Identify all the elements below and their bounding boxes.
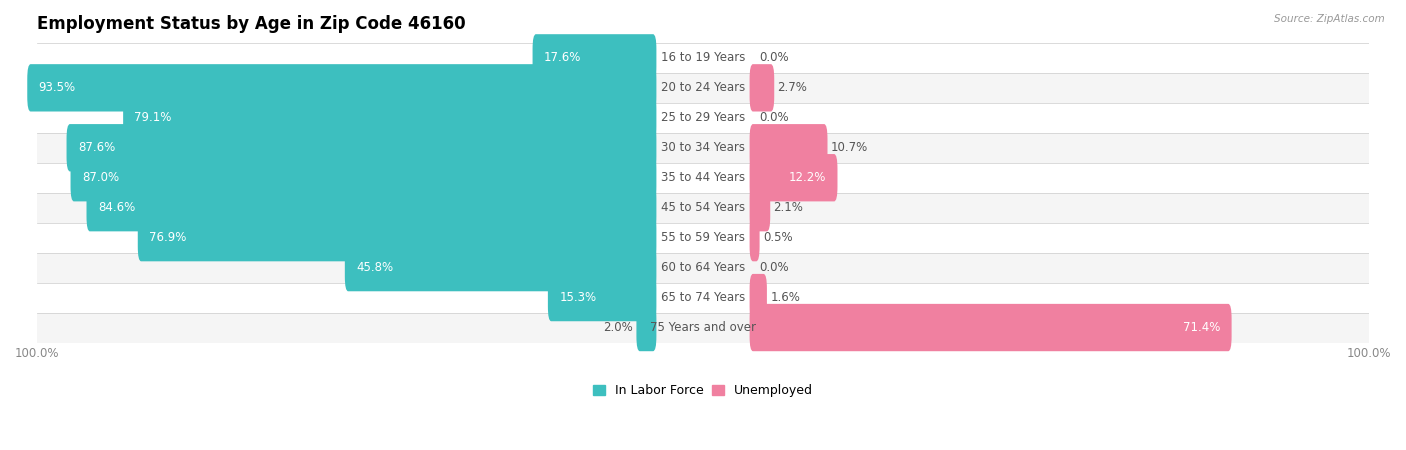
Text: 12.2%: 12.2%	[789, 171, 827, 184]
Text: 84.6%: 84.6%	[98, 201, 135, 214]
Text: 30 to 34 Years: 30 to 34 Years	[661, 141, 745, 154]
Bar	[37, 193, 1369, 223]
Bar	[37, 43, 1369, 73]
Bar	[37, 252, 1369, 283]
FancyBboxPatch shape	[124, 94, 657, 141]
Text: Source: ZipAtlas.com: Source: ZipAtlas.com	[1274, 14, 1385, 23]
FancyBboxPatch shape	[87, 184, 657, 231]
Text: 0.0%: 0.0%	[759, 111, 789, 124]
Bar	[37, 163, 1369, 193]
FancyBboxPatch shape	[749, 214, 759, 261]
FancyBboxPatch shape	[749, 154, 838, 202]
Text: 0.0%: 0.0%	[759, 261, 789, 274]
Text: 75 Years and over: 75 Years and over	[650, 321, 756, 334]
Text: 2.1%: 2.1%	[773, 201, 803, 214]
FancyBboxPatch shape	[749, 304, 1232, 351]
Text: 87.0%: 87.0%	[82, 171, 120, 184]
Text: 1.6%: 1.6%	[770, 291, 800, 304]
FancyBboxPatch shape	[749, 274, 766, 321]
Legend: In Labor Force, Unemployed: In Labor Force, Unemployed	[588, 379, 818, 402]
Text: 87.6%: 87.6%	[77, 141, 115, 154]
FancyBboxPatch shape	[548, 274, 657, 321]
Text: 65 to 74 Years: 65 to 74 Years	[661, 291, 745, 304]
FancyBboxPatch shape	[344, 244, 657, 291]
Text: 20 to 24 Years: 20 to 24 Years	[661, 81, 745, 94]
Text: 17.6%: 17.6%	[544, 51, 581, 64]
FancyBboxPatch shape	[70, 154, 657, 202]
FancyBboxPatch shape	[637, 304, 657, 351]
Text: 16 to 19 Years: 16 to 19 Years	[661, 51, 745, 64]
Text: 55 to 59 Years: 55 to 59 Years	[661, 231, 745, 244]
Text: 2.0%: 2.0%	[603, 321, 633, 334]
FancyBboxPatch shape	[66, 124, 657, 171]
Text: 25 to 29 Years: 25 to 29 Years	[661, 111, 745, 124]
Text: 15.3%: 15.3%	[560, 291, 596, 304]
FancyBboxPatch shape	[749, 184, 770, 231]
Bar	[37, 73, 1369, 103]
Text: 45 to 54 Years: 45 to 54 Years	[661, 201, 745, 214]
FancyBboxPatch shape	[749, 124, 828, 171]
Bar	[37, 283, 1369, 313]
Text: 35 to 44 Years: 35 to 44 Years	[661, 171, 745, 184]
Bar	[37, 223, 1369, 252]
FancyBboxPatch shape	[27, 64, 657, 112]
Text: 71.4%: 71.4%	[1182, 321, 1220, 334]
Text: 60 to 64 Years: 60 to 64 Years	[661, 261, 745, 274]
Bar	[37, 103, 1369, 133]
Text: Employment Status by Age in Zip Code 46160: Employment Status by Age in Zip Code 461…	[37, 15, 465, 33]
Text: 93.5%: 93.5%	[38, 81, 76, 94]
Text: 2.7%: 2.7%	[778, 81, 807, 94]
Text: 76.9%: 76.9%	[149, 231, 187, 244]
FancyBboxPatch shape	[749, 64, 775, 112]
FancyBboxPatch shape	[138, 214, 657, 261]
Text: 10.7%: 10.7%	[831, 141, 868, 154]
Text: 0.5%: 0.5%	[763, 231, 793, 244]
Text: 0.0%: 0.0%	[759, 51, 789, 64]
FancyBboxPatch shape	[533, 34, 657, 81]
Text: 45.8%: 45.8%	[356, 261, 394, 274]
Bar	[37, 313, 1369, 342]
Bar	[37, 133, 1369, 163]
Text: 79.1%: 79.1%	[135, 111, 172, 124]
